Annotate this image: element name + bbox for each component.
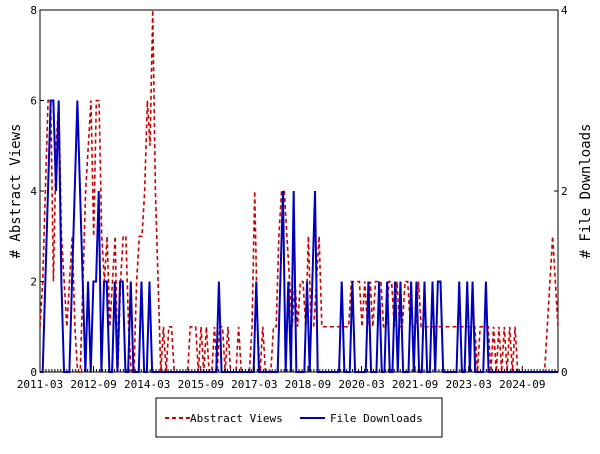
y-left-tick-label: 0 [30,366,37,379]
x-tick-label: 2014-03 [124,378,170,391]
y-right-tick-label: 0 [561,366,568,379]
x-tick-label: 2011-03 [17,378,63,391]
x-tick-label: 2020-03 [338,378,384,391]
y-axis-left-title: # Abstract Views [8,124,24,259]
x-tick-label: 2023-03 [446,378,492,391]
legend: Abstract Views File Downloads [155,397,443,438]
y-left-tick-label: 6 [30,95,37,108]
y-left-tick-label: 8 [30,4,37,17]
legend-label-file-downloads: File Downloads [330,412,423,425]
y-axis-right-title: # File Downloads [578,124,594,259]
x-tick-label: 2017-03 [231,378,277,391]
x-tick-label: 2021-09 [392,378,438,391]
legend-label-abstract-views: Abstract Views [190,412,283,425]
x-tick-label: 2024-09 [499,378,545,391]
x-tick-label: 2015-09 [178,378,224,391]
label-layer: 0 2 4 6 8 0 2 4 2011-03 2012-09 2014-03 2015-09 2017… [17,4,568,391]
legend-box [155,397,443,438]
x-tick-label: 2018-09 [285,378,331,391]
y-right-tick-label: 4 [561,4,568,17]
tick-layer [39,9,559,373]
plot-frame [39,9,559,373]
y-right-tick-label: 2 [561,185,568,198]
y-left-tick-label: 2 [30,276,37,289]
y-left-tick-label: 4 [30,185,37,198]
x-tick-label: 2012-09 [70,378,116,391]
series-line-abstract-views [39,9,559,373]
